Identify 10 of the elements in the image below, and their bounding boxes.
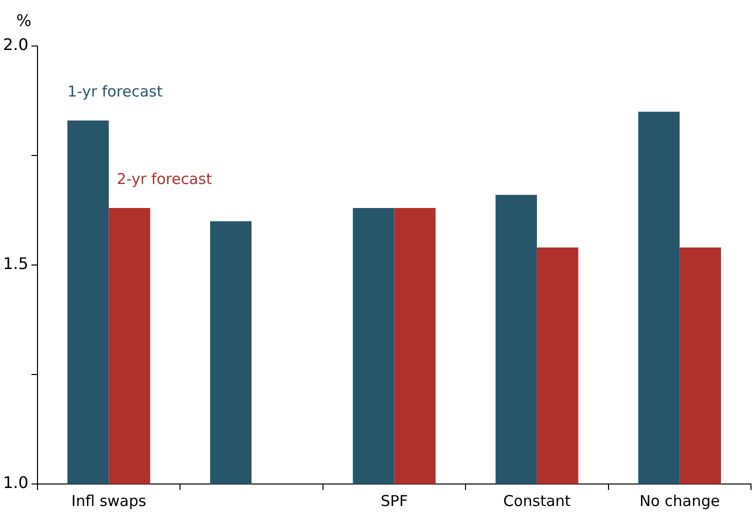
x-tick-label: SPF: [380, 492, 408, 510]
x-tick-label: No change: [639, 492, 720, 510]
y-tick-label: 1.0: [2, 473, 28, 492]
y-tick-label: 1.5: [2, 254, 28, 274]
y-tick-label: 2.0: [2, 35, 28, 54]
y-axis-title: %: [16, 11, 32, 30]
x-tick-label: Constant: [503, 492, 571, 510]
x-tick-label: Infl swaps: [71, 492, 146, 510]
series-label: 2-yr forecast: [116, 170, 212, 188]
series-label: 1-yr forecast: [67, 82, 163, 100]
